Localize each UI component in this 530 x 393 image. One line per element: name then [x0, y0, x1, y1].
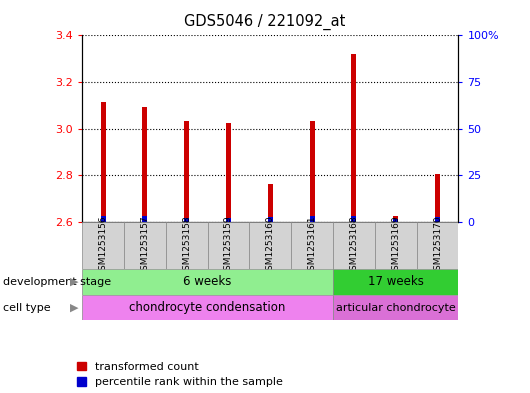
Bar [143, 215, 147, 222]
Text: GSM1253169: GSM1253169 [391, 215, 400, 276]
Bar [143, 107, 147, 222]
Bar [291, 222, 333, 269]
Text: GSM1253156: GSM1253156 [99, 215, 108, 276]
Bar [101, 102, 105, 222]
Bar [435, 174, 440, 222]
Bar [375, 222, 417, 269]
Text: GSM1253170: GSM1253170 [433, 215, 442, 276]
Bar [268, 217, 273, 222]
Text: development stage: development stage [3, 277, 111, 287]
Text: GSM1253157: GSM1253157 [140, 215, 149, 276]
Bar [82, 295, 333, 320]
Text: GSM1253160: GSM1253160 [266, 215, 275, 276]
Bar [184, 121, 189, 222]
Bar [333, 222, 375, 269]
Text: chondrocyte condensation: chondrocyte condensation [129, 301, 286, 314]
Text: 6 weeks: 6 weeks [183, 275, 232, 288]
Bar [393, 219, 398, 222]
Text: GSM1253159: GSM1253159 [224, 215, 233, 276]
Text: GSM1253168: GSM1253168 [349, 215, 358, 276]
Bar [310, 121, 315, 222]
Bar [393, 216, 398, 222]
Bar [333, 295, 458, 320]
Bar [435, 217, 440, 222]
Text: cell type: cell type [3, 303, 50, 312]
Bar [101, 215, 105, 222]
Bar [351, 54, 357, 222]
Text: GDS5046 / 221092_at: GDS5046 / 221092_at [184, 14, 346, 30]
Bar [333, 269, 458, 295]
Bar [250, 222, 291, 269]
Bar [417, 222, 458, 269]
Bar [208, 222, 250, 269]
Bar [82, 269, 333, 295]
Text: articular chondrocyte: articular chondrocyte [336, 303, 456, 312]
Bar [82, 222, 124, 269]
Bar [226, 218, 231, 222]
Bar [310, 215, 315, 222]
Bar [268, 184, 273, 222]
Text: ▶: ▶ [70, 303, 78, 312]
Bar [351, 215, 357, 222]
Bar [124, 222, 166, 269]
Bar [166, 222, 208, 269]
Legend: transformed count, percentile rank within the sample: transformed count, percentile rank withi… [77, 362, 283, 387]
Text: 17 weeks: 17 weeks [368, 275, 423, 288]
Text: ▶: ▶ [70, 277, 78, 287]
Text: GSM1253158: GSM1253158 [182, 215, 191, 276]
Bar [226, 123, 231, 222]
Bar [184, 218, 189, 222]
Text: GSM1253161: GSM1253161 [307, 215, 316, 276]
